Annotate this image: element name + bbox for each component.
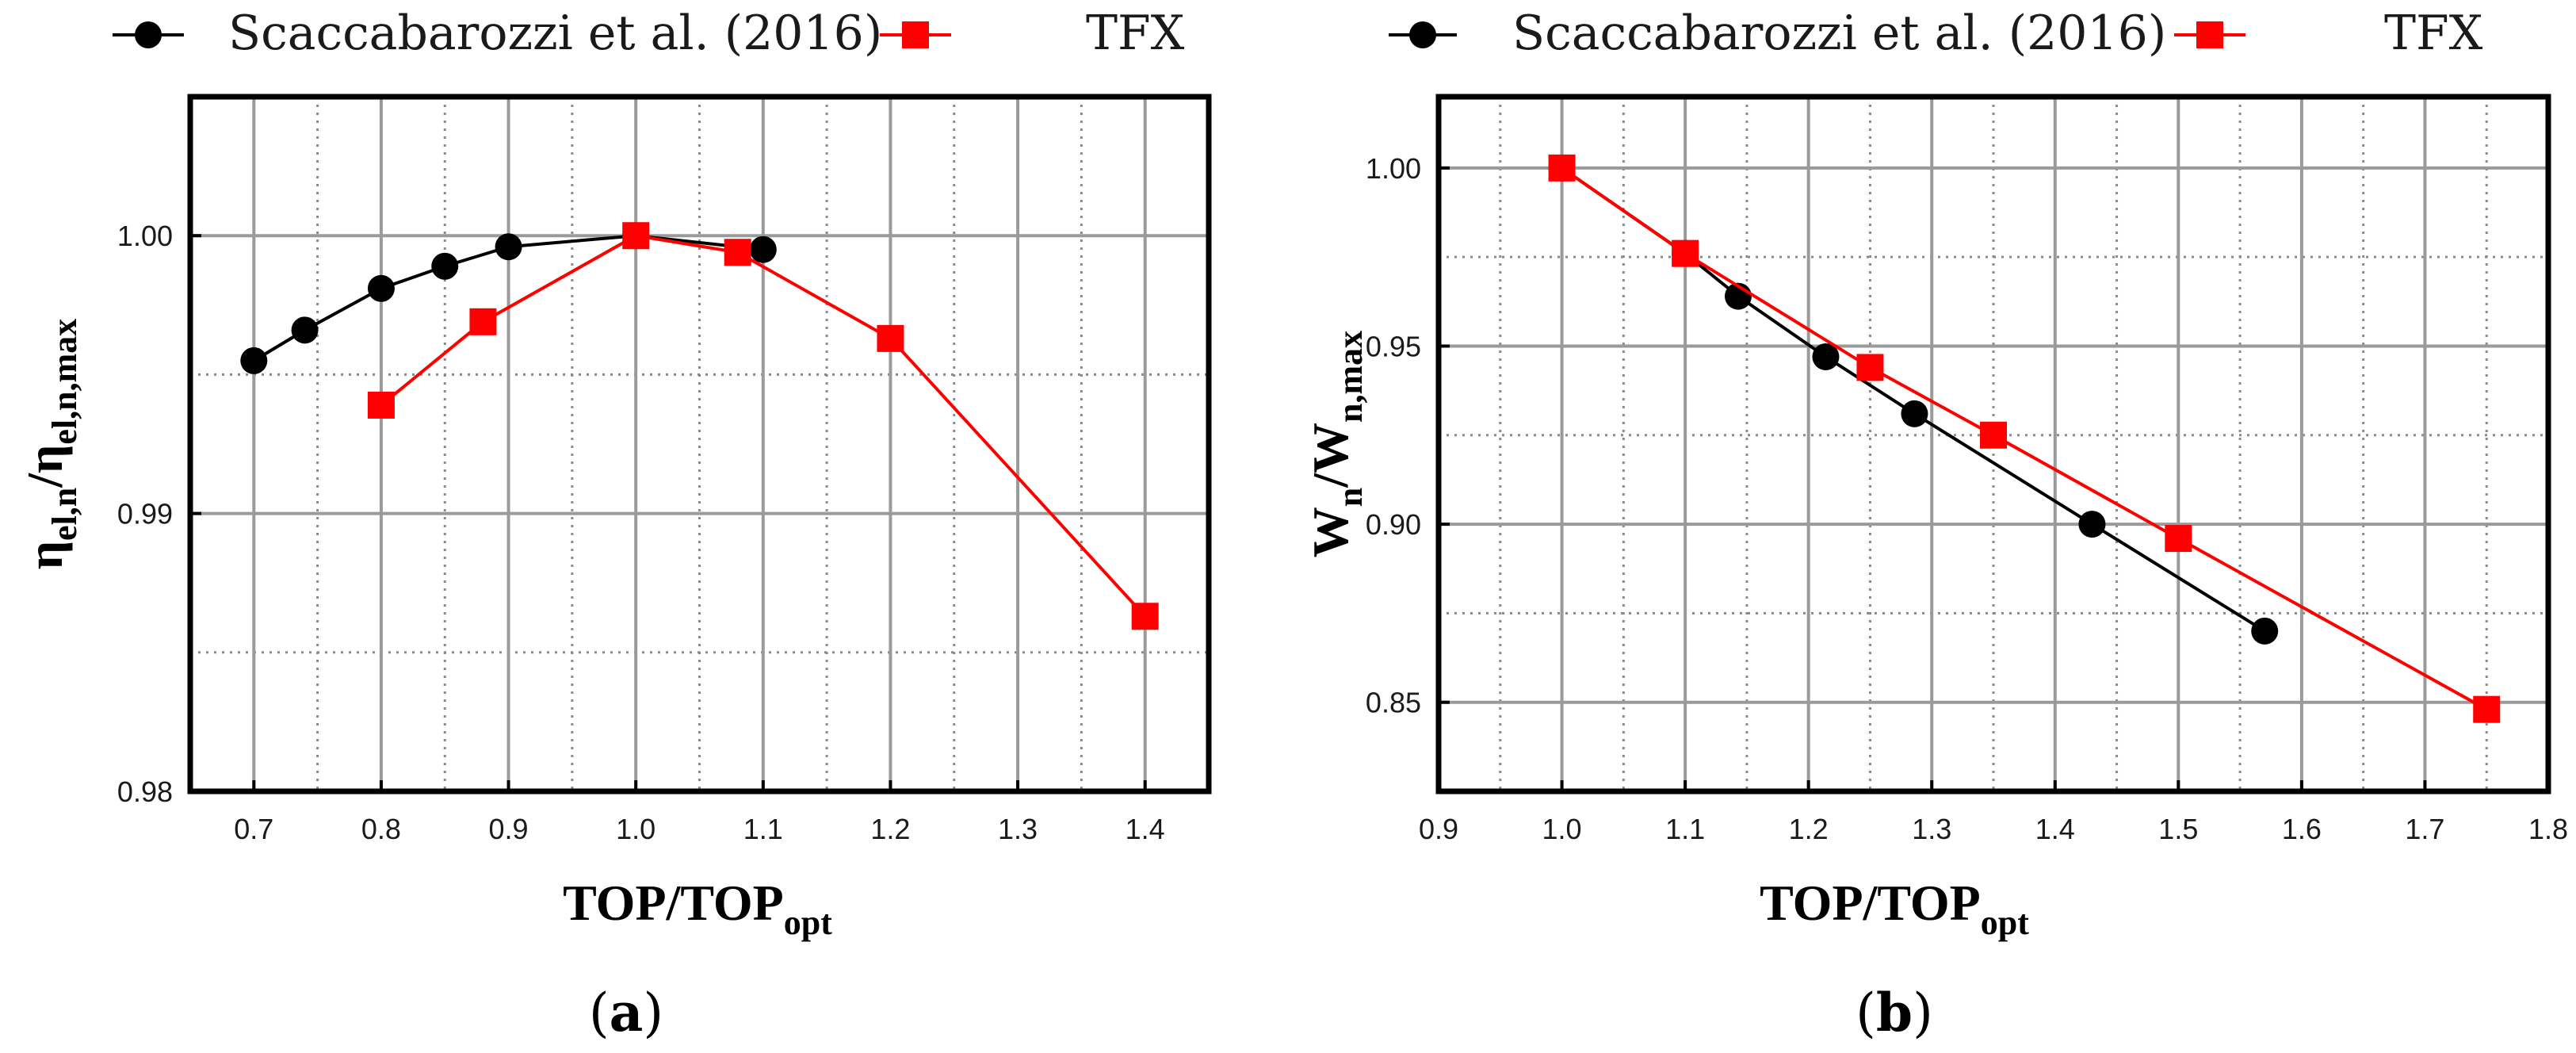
data-point-square	[877, 324, 904, 352]
x-tick-label: 1.4	[2035, 813, 2075, 845]
legend: Scaccabarozzi et al. (2016) TFX	[1389, 6, 2483, 61]
x-tick-label: 1.8	[2528, 813, 2568, 845]
data-point-circle	[2251, 617, 2279, 645]
series-line-0	[1561, 167, 2266, 633]
data-point-square	[724, 239, 751, 266]
legend-label-tfx: TFX	[1086, 6, 1185, 61]
x-tick-label: 1.1	[1665, 813, 1705, 845]
data-point-circle	[1812, 343, 1840, 370]
x-tick-label: 1.2	[870, 813, 910, 845]
panel-label: (b)	[1856, 982, 1933, 1043]
chart-panel-a: 0.7 0.8 0.9 1.0 1.1 1.2 1.3 1.4 0.98 0.99 1.00 Scac…	[17, 6, 1212, 1043]
y-tick-label: 1.00	[117, 220, 173, 252]
data-point-square	[1980, 421, 2007, 449]
data-point-square	[1548, 154, 1576, 182]
y-axis-label: Wn/Wn,max	[1302, 331, 1370, 557]
y-tick-label: 0.98	[117, 775, 173, 808]
data-point-circle	[291, 316, 319, 344]
plot-frame	[187, 94, 1212, 795]
y-tick-label: 0.99	[117, 498, 173, 530]
x-axis-label: TOP/TOPopt	[563, 875, 832, 942]
data-point-circle	[495, 233, 522, 261]
x-tick-label: 1.6	[2282, 813, 2322, 845]
x-tick-label: 1.7	[2405, 813, 2444, 845]
data-point-square	[2473, 695, 2501, 723]
chart-panel-b: 0.9 1.0 1.1 1.2 1.3 1.4 1.5 1.6 1.7 1.8 0.85 0.90 0.…	[1302, 6, 2568, 1043]
data-point-circle	[240, 347, 268, 374]
x-tick-label: 1.5	[2158, 813, 2198, 845]
data-point-square	[1131, 603, 1159, 630]
data-point-square	[1856, 354, 1884, 381]
x-tick-label: 0.8	[361, 813, 401, 845]
data-point-square	[2165, 525, 2192, 553]
data-point-circle	[749, 235, 777, 263]
data-point-square	[367, 391, 395, 419]
x-tick-label: 1.3	[998, 813, 1038, 845]
x-tick-label: 1.3	[1912, 813, 1951, 845]
x-tick-label: 0.9	[1419, 813, 1458, 845]
y-axis-label: ηel,n/ηel,n,max	[17, 319, 84, 570]
data-point-circle	[2078, 511, 2106, 538]
data-point-square	[622, 222, 650, 250]
legend-label-scaccabarozzi: Scaccabarozzi et al. (2016)	[1512, 6, 2166, 61]
x-tick-label: 1.0	[1542, 813, 1582, 845]
x-tick-label: 1.1	[743, 813, 783, 845]
y-tick-label: 0.85	[1366, 687, 1421, 719]
panel-label: (a)	[589, 982, 663, 1043]
legend-label-scaccabarozzi: Scaccabarozzi et al. (2016)	[228, 6, 882, 61]
legend-marker-circle	[135, 21, 162, 48]
legend-marker-square	[902, 21, 929, 48]
x-axis-label: TOP/TOPopt	[1760, 875, 2029, 942]
data-point-square	[1672, 239, 1699, 267]
series-line-1	[380, 234, 1147, 618]
data-point-circle	[431, 252, 459, 280]
x-tick-label: 1.2	[1789, 813, 1829, 845]
x-tick-label: 1.0	[616, 813, 655, 845]
plot-frame	[1435, 94, 2551, 795]
data-point-square	[469, 308, 497, 335]
legend-label-tfx: TFX	[2384, 6, 2483, 61]
data-point-circle	[367, 274, 395, 302]
legend: Scaccabarozzi et al. (2016) TFX	[113, 6, 1185, 61]
x-tick-label: 1.4	[1126, 813, 1165, 845]
x-tick-label: 0.9	[489, 813, 529, 845]
x-tick-label: 0.7	[234, 813, 273, 845]
y-tick-label: 1.00	[1366, 152, 1421, 185]
legend-marker-square	[2196, 21, 2223, 48]
y-tick-label: 0.90	[1366, 508, 1421, 541]
series-line-1	[1561, 167, 2488, 711]
legend-marker-circle	[1409, 21, 1436, 48]
y-tick-label: 0.95	[1366, 330, 1421, 362]
data-point-circle	[1901, 400, 1928, 427]
